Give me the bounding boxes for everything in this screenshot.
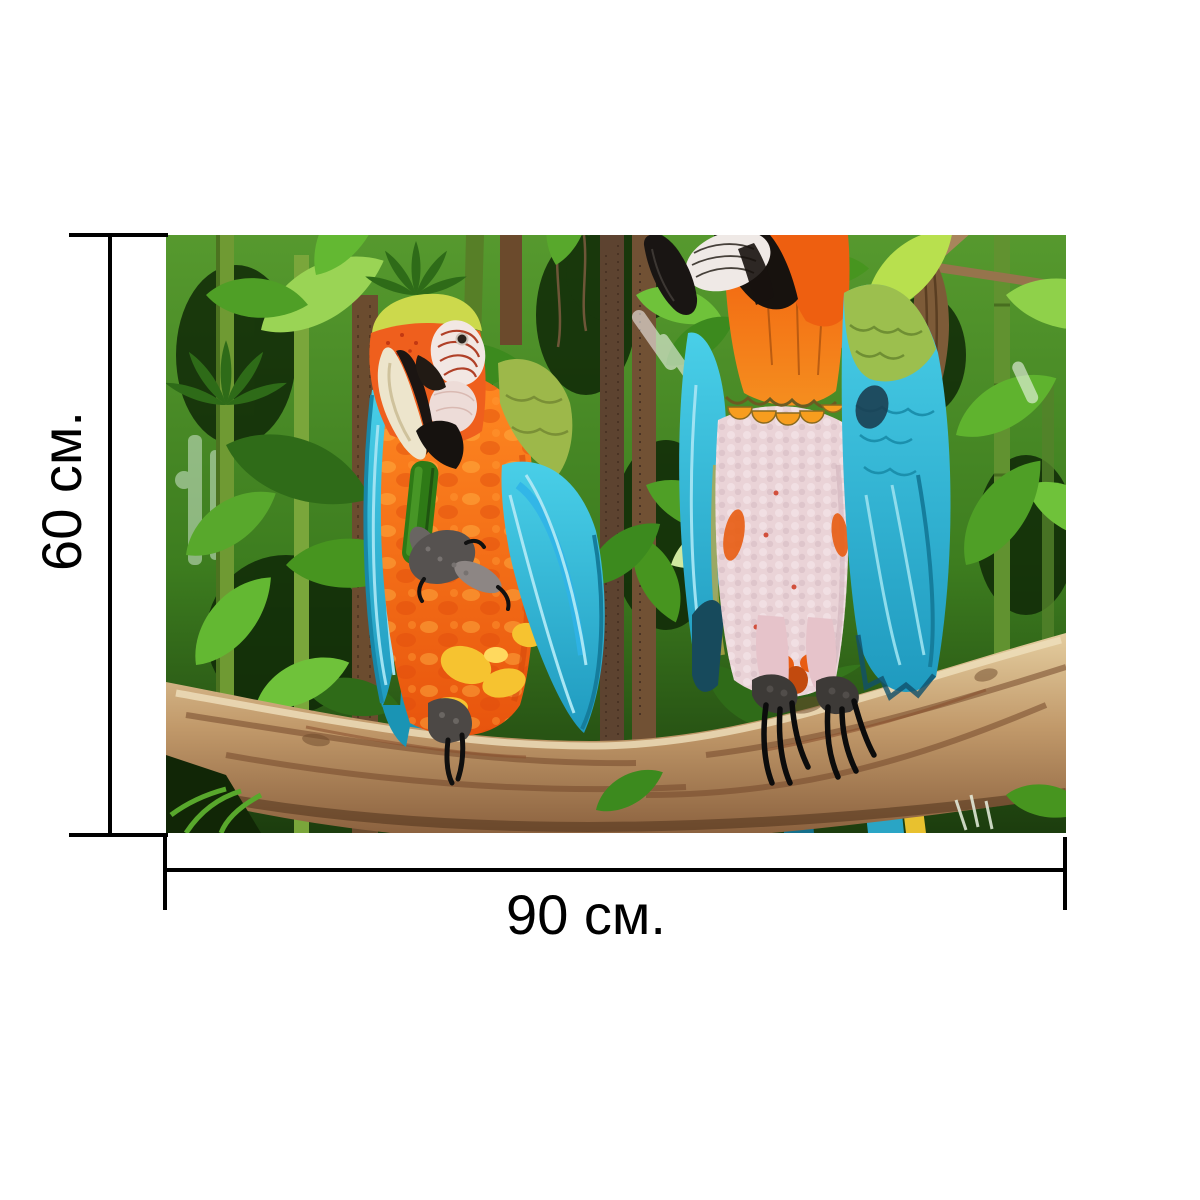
left-parrot-lower-beak (416, 420, 464, 469)
parrot-photo-art (166, 235, 1066, 833)
left-parrot-perch-foot (428, 698, 472, 786)
right-parrot (643, 235, 951, 786)
right-parrot-orange-patches (723, 509, 849, 694)
right-parrot-beak (643, 235, 698, 315)
height-extent-line (108, 233, 112, 837)
height-tick-bottom (69, 833, 168, 837)
left-parrot-nares-patch (415, 355, 446, 391)
right-parrot-legs (756, 615, 837, 687)
understory (166, 755, 1066, 833)
right-parrot-crown (776, 235, 850, 327)
parrot-photo (166, 235, 1066, 833)
right-parrot-feet (752, 674, 877, 786)
left-parrot-shoulder (498, 359, 573, 475)
left-parrot-right-wing (501, 461, 605, 733)
right-parrot-right-wing (841, 284, 951, 692)
width-tick-left (163, 837, 167, 910)
height-tick-top (69, 233, 168, 237)
width-tick-right (1063, 837, 1067, 910)
left-parrot (363, 293, 605, 786)
right-parrot-scallop-band (727, 404, 846, 426)
left-parrot-holding-foot (408, 526, 511, 611)
width-extent-line (163, 868, 1067, 872)
left-parrot-eye (455, 332, 469, 346)
height-dimension-label: 60 см. (30, 411, 93, 571)
width-dimension-label: 90 см. (506, 883, 666, 946)
